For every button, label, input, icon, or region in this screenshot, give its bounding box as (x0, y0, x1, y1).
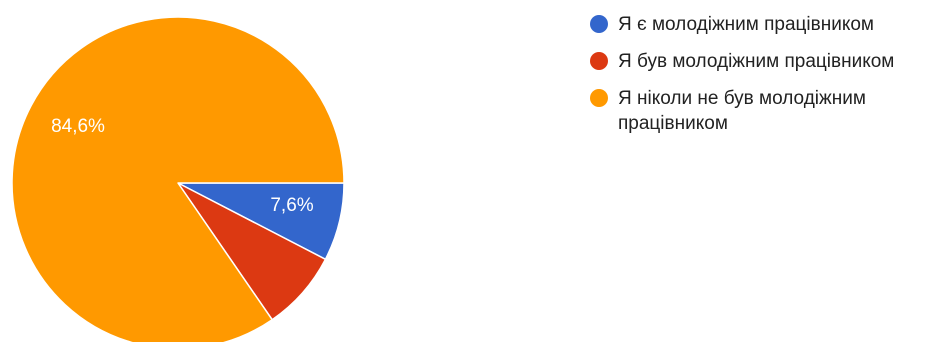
legend-label: Я був молодіжним працівником (618, 51, 895, 72)
pie-chart: 7,6% 84,6% (11, 16, 345, 342)
pie-slices (11, 16, 345, 342)
legend-item[interactable]: Я був молодіжним працівником (590, 49, 940, 74)
legend-item[interactable]: Я ніколи не був молодіжним працівником (590, 86, 940, 136)
pie-labels: 7,6% 84,6% (51, 116, 314, 216)
legend-swatch-never (590, 89, 608, 107)
legend-item[interactable]: Я є молодіжним працівником (590, 12, 940, 37)
legend-swatch-current (590, 15, 608, 33)
pie-slice[interactable] (11, 16, 345, 342)
chart-legend: Я є молодіжним працівником Я був молодіж… (590, 12, 940, 148)
legend-swatch-former (590, 52, 608, 70)
legend-label: Я є молодіжним працівником (618, 14, 874, 35)
slice-value-label: 7,6% (270, 195, 313, 216)
legend-label: Я ніколи не був молодіжним працівником (618, 88, 866, 134)
slice-value-label: 84,6% (51, 116, 105, 137)
